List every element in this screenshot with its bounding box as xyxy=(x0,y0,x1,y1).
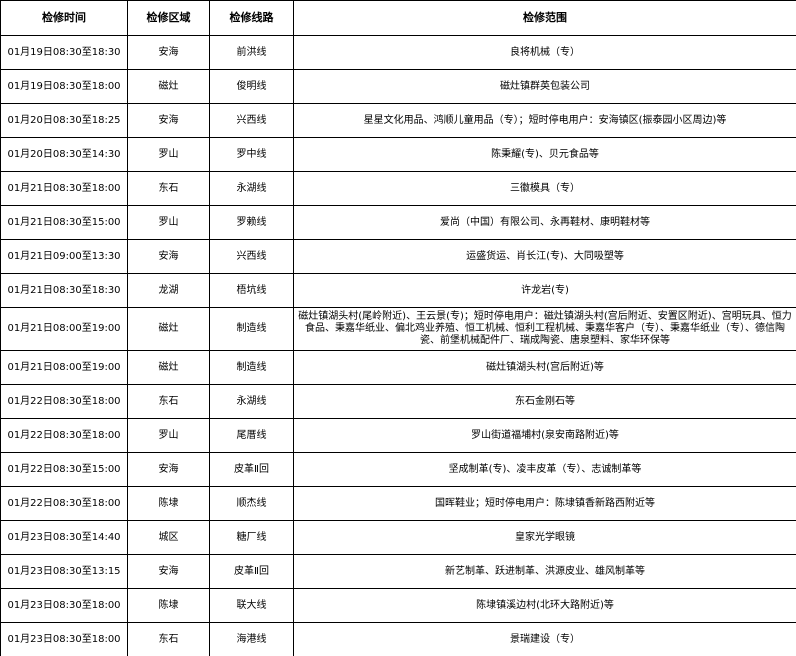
table-row: 01月23日08:30至18:00 陈埭 联大线 陈埭镇溪边村(北环大路附近)等 xyxy=(0,588,796,623)
area-cell: 东石 xyxy=(127,171,210,206)
scope-cell: 爱尚（中国）有限公司、永再鞋材、康明鞋材等 xyxy=(293,205,796,240)
area-cell: 罗山 xyxy=(127,418,210,453)
area-cell: 东石 xyxy=(127,622,210,656)
table-row: 01月21日08:00至19:00 磁灶 制造线 磁灶镇湖头村(宫后附近)等 xyxy=(0,350,796,385)
area-cell: 东石 xyxy=(127,384,210,419)
time-cell: 01月22日08:30至18:00 xyxy=(0,384,128,419)
line-cell: 皮革Ⅱ回 xyxy=(209,554,294,589)
table-row: 01月21日08:30至15:00 罗山 罗赖线 爱尚（中国）有限公司、永再鞋材、康明… xyxy=(0,205,796,240)
line-cell: 联大线 xyxy=(209,588,294,623)
line-cell: 永湖线 xyxy=(209,171,294,206)
time-cell: 01月23日08:30至18:00 xyxy=(0,622,128,656)
scope-cell: 景瑞建设（专） xyxy=(293,622,796,656)
table-row: 01月21日09:00至13:30 安海 兴西线 运盛货运、肖长江(专)、大同吸塑等 xyxy=(0,239,796,274)
area-cell: 磁灶 xyxy=(127,307,210,351)
scope-cell: 三徽模具（专） xyxy=(293,171,796,206)
scope-cell: 罗山街道福埔村(泉安南路附近)等 xyxy=(293,418,796,453)
line-cell: 兴西线 xyxy=(209,239,294,274)
time-cell: 01月22日08:30至15:00 xyxy=(0,452,128,487)
time-cell: 01月21日09:00至13:30 xyxy=(0,239,128,274)
area-cell: 安海 xyxy=(127,35,210,70)
table-row: 01月21日08:30至18:00 东石 永湖线 三徽模具（专） xyxy=(0,171,796,206)
time-cell: 01月23日08:30至18:00 xyxy=(0,588,128,623)
table-row: 01月20日08:30至18:25 安海 兴西线 星星文化用品、鸿顺儿童用品（专）；短… xyxy=(0,103,796,138)
line-cell: 永湖线 xyxy=(209,384,294,419)
line-cell: 兴西线 xyxy=(209,103,294,138)
time-cell: 01月22日08:30至18:00 xyxy=(0,486,128,521)
header-cell: 检修区域 xyxy=(127,0,210,36)
time-cell: 01月20日08:30至14:30 xyxy=(0,137,128,172)
time-cell: 01月21日08:00至19:00 xyxy=(0,350,128,385)
line-cell: 罗赖线 xyxy=(209,205,294,240)
scope-cell: 磁灶镇湖头村(宫后附近)等 xyxy=(293,350,796,385)
time-cell: 01月21日08:00至19:00 xyxy=(0,307,128,351)
scope-cell: 磁灶镇湖头村(尾岭附近)、王云景(专)；短时停电用户：磁灶镇湖头村(宫后附近、安… xyxy=(293,307,796,351)
area-cell: 龙湖 xyxy=(127,273,210,308)
line-cell: 皮革Ⅱ回 xyxy=(209,452,294,487)
scope-cell: 陈埭镇溪边村(北环大路附近)等 xyxy=(293,588,796,623)
table-row: 01月21日08:00至19:00 磁灶 制造线 磁灶镇湖头村(尾岭附近)、王云景(专… xyxy=(0,307,796,351)
time-cell: 01月22日08:30至18:00 xyxy=(0,418,128,453)
line-cell: 制造线 xyxy=(209,350,294,385)
area-cell: 磁灶 xyxy=(127,69,210,104)
scope-cell: 坚成制革(专)、凌丰皮革（专）、志诚制革等 xyxy=(293,452,796,487)
area-cell: 罗山 xyxy=(127,137,210,172)
scope-cell: 运盛货运、肖长江(专)、大同吸塑等 xyxy=(293,239,796,274)
header-cell: 检修时间 xyxy=(0,0,128,36)
time-cell: 01月21日08:30至18:30 xyxy=(0,273,128,308)
table-row: 01月22日08:30至18:00 罗山 尾厝线 罗山街道福埔村(泉安南路附近)等 xyxy=(0,418,796,453)
scope-cell: 国晖鞋业；短时停电用户：陈埭镇香新路西附近等 xyxy=(293,486,796,521)
header-row: 检修时间 检修区域 检修线路 检修范围 xyxy=(0,0,796,36)
line-cell: 罗中线 xyxy=(209,137,294,172)
line-cell: 顺杰线 xyxy=(209,486,294,521)
area-cell: 城区 xyxy=(127,520,210,555)
header-cell: 检修线路 xyxy=(209,0,294,36)
area-cell: 安海 xyxy=(127,239,210,274)
table-row: 01月23日08:30至14:40 城区 糖厂线 皇家光学眼镜 xyxy=(0,520,796,555)
scope-cell: 良将机械（专） xyxy=(293,35,796,70)
table-row: 01月21日08:30至18:30 龙湖 梧坑线 许龙岩(专) xyxy=(0,273,796,308)
line-cell: 制造线 xyxy=(209,307,294,351)
line-cell: 海港线 xyxy=(209,622,294,656)
header-cell: 检修范围 xyxy=(293,0,796,36)
line-cell: 尾厝线 xyxy=(209,418,294,453)
scope-cell: 磁灶镇群英包装公司 xyxy=(293,69,796,104)
table-row: 01月20日08:30至14:30 罗山 罗中线 陈秉耀(专)、贝元食品等 xyxy=(0,137,796,172)
area-cell: 安海 xyxy=(127,554,210,589)
area-cell: 安海 xyxy=(127,452,210,487)
time-cell: 01月19日08:30至18:30 xyxy=(0,35,128,70)
table-row: 01月19日08:30至18:00 磁灶 俊明线 磁灶镇群英包装公司 xyxy=(0,69,796,104)
scope-cell: 许龙岩(专) xyxy=(293,273,796,308)
line-cell: 俊明线 xyxy=(209,69,294,104)
scope-cell: 陈秉耀(专)、贝元食品等 xyxy=(293,137,796,172)
time-cell: 01月21日08:30至18:00 xyxy=(0,171,128,206)
time-cell: 01月20日08:30至18:25 xyxy=(0,103,128,138)
scope-cell: 皇家光学眼镜 xyxy=(293,520,796,555)
table-row: 01月22日08:30至18:00 东石 永湖线 东石金刚石等 xyxy=(0,384,796,419)
scope-cell: 东石金刚石等 xyxy=(293,384,796,419)
time-cell: 01月19日08:30至18:00 xyxy=(0,69,128,104)
time-cell: 01月23日08:30至13:15 xyxy=(0,554,128,589)
table-row: 01月23日08:30至13:15 安海 皮革Ⅱ回 新艺制革、跃进制革、洪源皮业、雄风… xyxy=(0,554,796,589)
area-cell: 安海 xyxy=(127,103,210,138)
table-row: 01月19日08:30至18:30 安海 前洪线 良将机械（专） xyxy=(0,35,796,70)
scope-cell: 新艺制革、跃进制革、洪源皮业、雄风制革等 xyxy=(293,554,796,589)
time-cell: 01月23日08:30至14:40 xyxy=(0,520,128,555)
table-row: 01月22日08:30至15:00 安海 皮革Ⅱ回 坚成制革(专)、凌丰皮革（专）、志… xyxy=(0,452,796,487)
scope-cell: 星星文化用品、鸿顺儿童用品（专）；短时停电用户：安海镇区(振泰园小区周边)等 xyxy=(293,103,796,138)
area-cell: 罗山 xyxy=(127,205,210,240)
line-cell: 糖厂线 xyxy=(209,520,294,555)
table-row: 01月22日08:30至18:00 陈埭 顺杰线 国晖鞋业；短时停电用户：陈埭镇香新路… xyxy=(0,486,796,521)
line-cell: 前洪线 xyxy=(209,35,294,70)
time-cell: 01月21日08:30至15:00 xyxy=(0,205,128,240)
area-cell: 磁灶 xyxy=(127,350,210,385)
area-cell: 陈埭 xyxy=(127,486,210,521)
table-row: 01月23日08:30至18:00 东石 海港线 景瑞建设（专） xyxy=(0,622,796,656)
line-cell: 梧坑线 xyxy=(209,273,294,308)
area-cell: 陈埭 xyxy=(127,588,210,623)
